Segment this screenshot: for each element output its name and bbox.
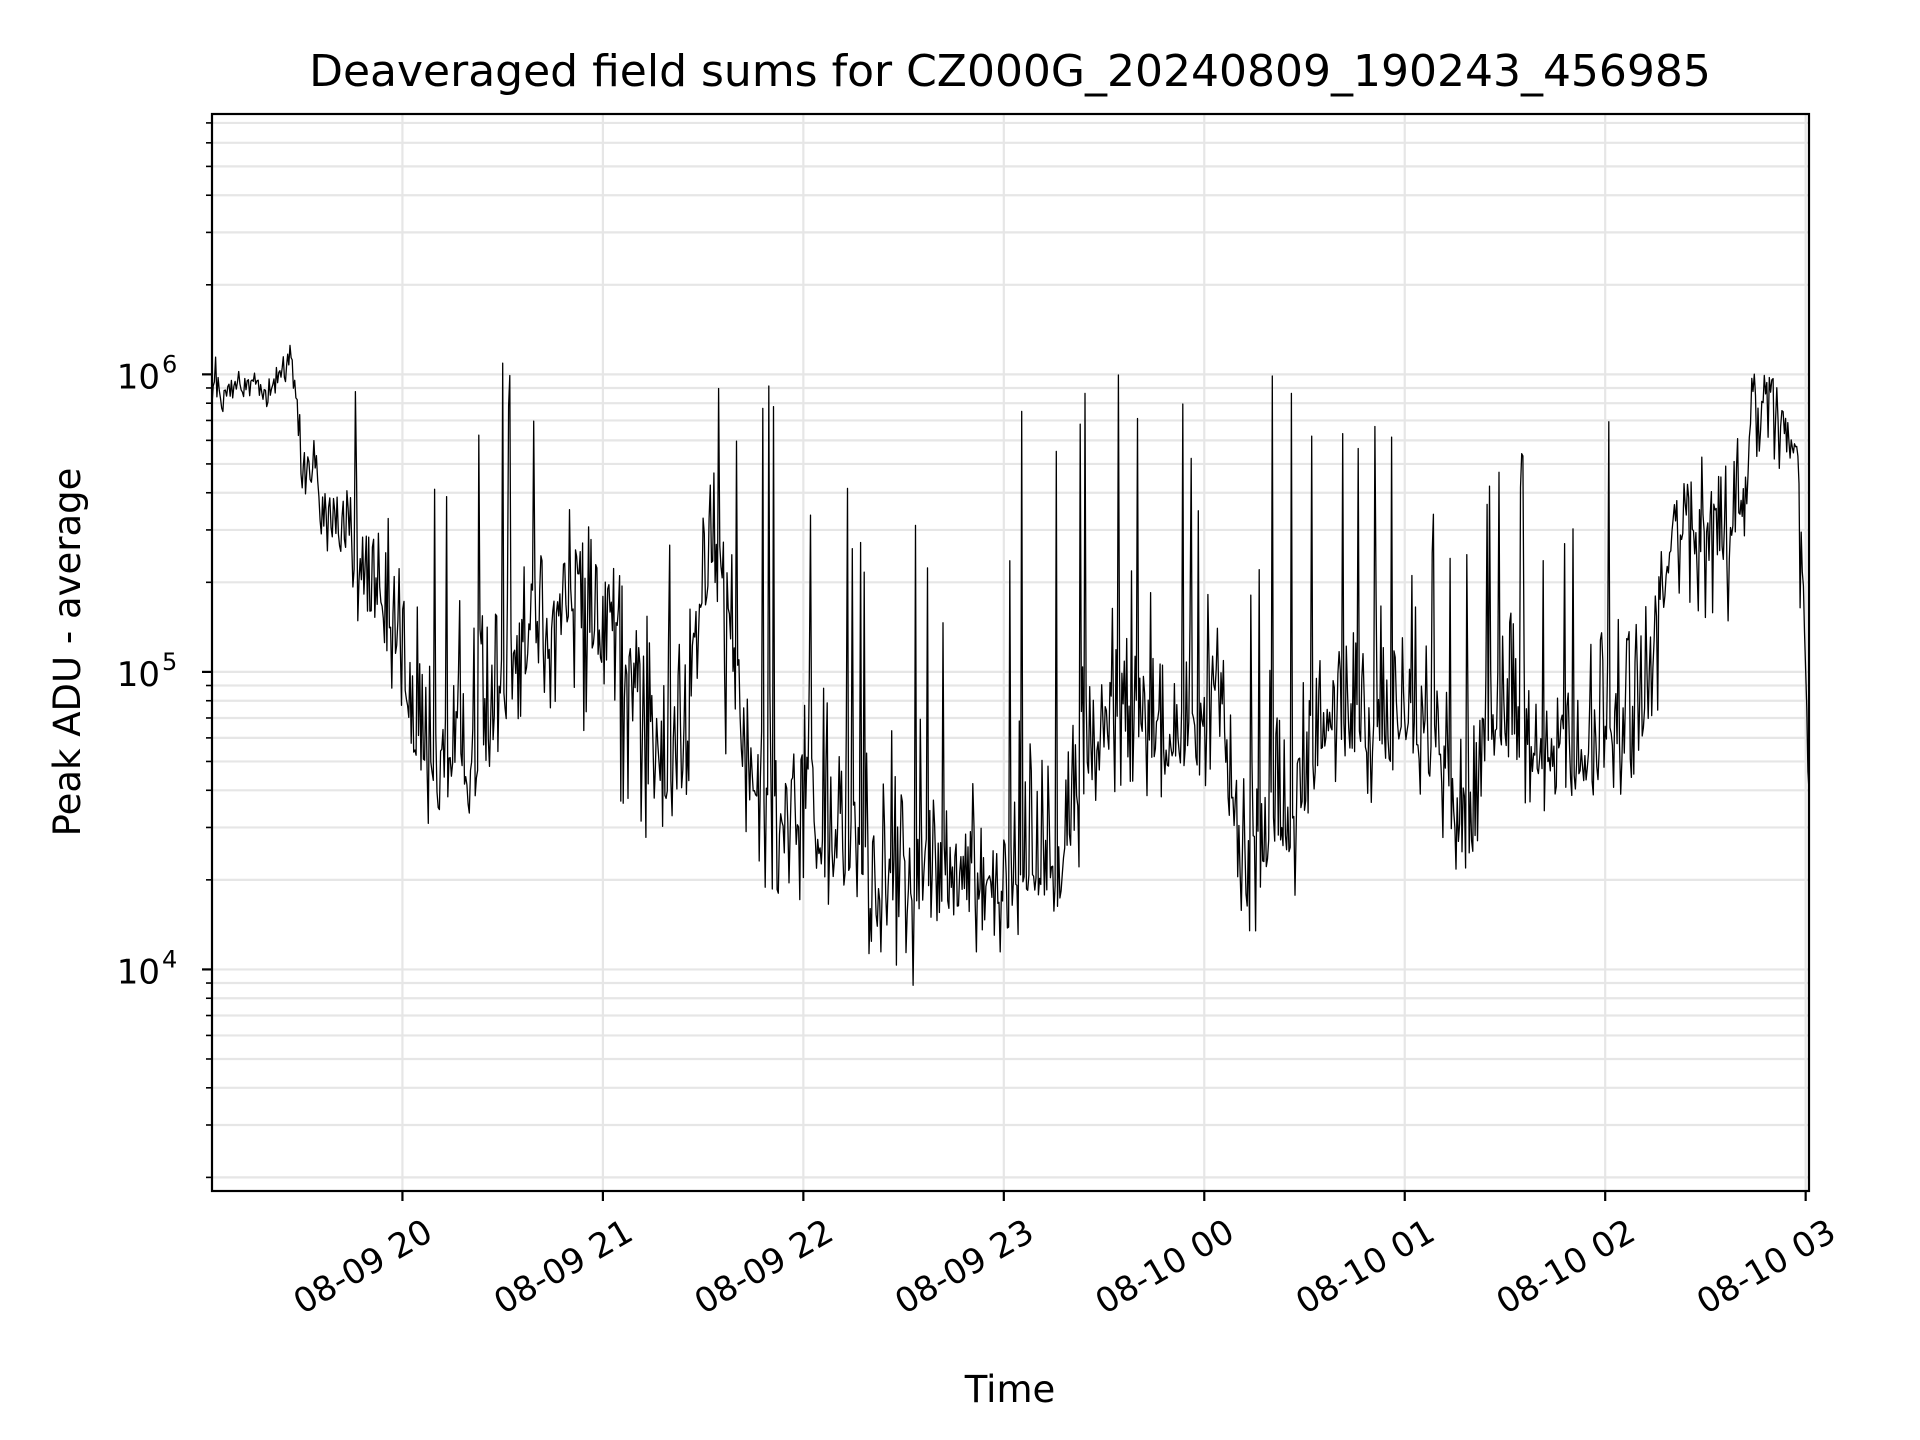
y-axis-label: Peak ADU - average xyxy=(46,468,89,837)
x-tick-label: 08-09 20 xyxy=(287,1212,439,1323)
y-tick-label: 10 xyxy=(117,357,160,397)
series-line xyxy=(211,344,1810,986)
chart-title: Deaveraged field sums for CZ000G_2024080… xyxy=(309,46,1711,97)
x-tick-label: 08-10 01 xyxy=(1289,1212,1441,1323)
x-tick-label: 08-10 03 xyxy=(1690,1212,1842,1323)
axis-layer: 08-09 20 08-09 21 08-09 22 08-09 23 08-10 00… xyxy=(117,122,1843,1323)
x-tick-label: 08-09 23 xyxy=(888,1212,1040,1323)
x-tick-label: 08-09 22 xyxy=(688,1212,840,1323)
x-axis-label: Time xyxy=(964,1368,1056,1411)
data-layer xyxy=(211,344,1810,986)
x-tick-label: 08-10 00 xyxy=(1089,1212,1241,1323)
y-tick-exponent: 6 xyxy=(162,350,177,378)
y-tick-label: 10 xyxy=(117,655,160,695)
y-tick-exponent: 5 xyxy=(162,648,177,676)
x-tick-label: 08-09 21 xyxy=(487,1212,639,1323)
x-tick-label: 08-10 02 xyxy=(1490,1212,1642,1323)
plot-frame xyxy=(210,112,1811,1193)
y-tick-label: 10 xyxy=(117,952,160,992)
y-tick-exponent: 4 xyxy=(162,945,177,973)
